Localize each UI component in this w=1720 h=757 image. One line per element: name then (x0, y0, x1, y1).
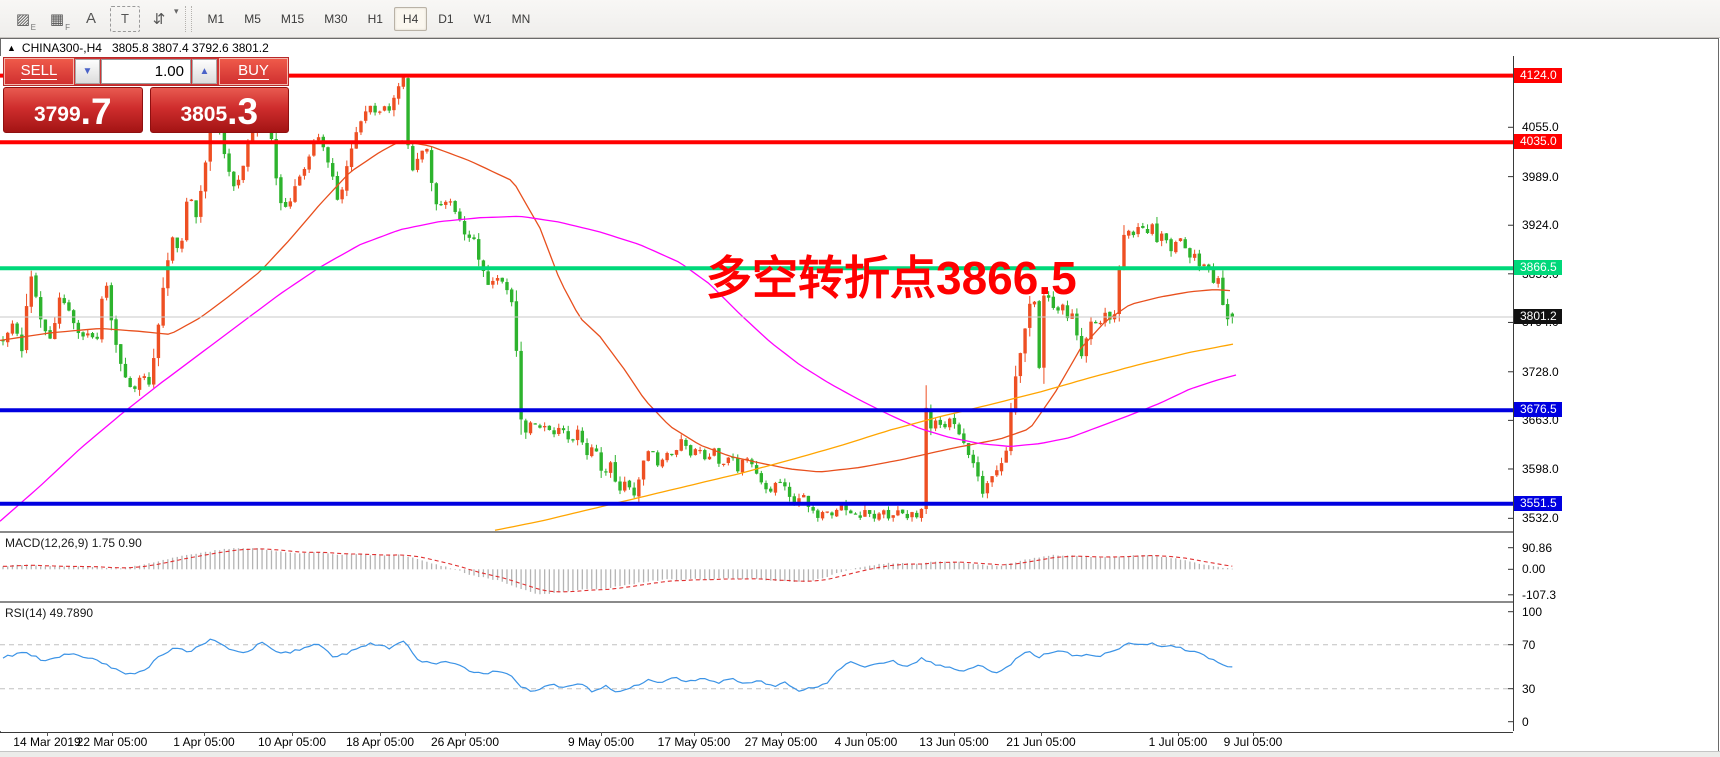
macd-signal-line (3, 548, 1233, 593)
tab-W1[interactable]: W1 (473, 11, 492, 26)
window-bottom-strip (0, 751, 1720, 757)
time-tick-label: 21 Jun 05:00 (1006, 735, 1076, 749)
toolbar-separator (184, 5, 192, 32)
tab-M1[interactable]: M1 (207, 11, 225, 26)
time-tick-mark (47, 732, 48, 736)
time-tick-label: 18 Apr 05:00 (345, 735, 415, 749)
sell-button[interactable]: SELL (4, 58, 74, 85)
time-axis[interactable]: 14 Mar 2019 22 Mar 05:00 1 Apr 05:00 10 Apr… (0, 732, 1513, 751)
time-tick-label: 22 Mar 05:00 (76, 735, 148, 749)
sell-price-panel[interactable]: 3799.7 (3, 87, 143, 133)
time-tick-mark (954, 732, 955, 736)
time-tick-mark (204, 732, 205, 736)
time-tick-mark (1041, 732, 1042, 736)
fibonacci-retracement-icon[interactable]: ▦ F (49, 10, 70, 32)
volume-increase-button[interactable]: ▲ (192, 59, 217, 84)
time-tick-label: 27 May 05:00 (744, 735, 818, 749)
time-tick-mark (601, 732, 602, 736)
macd-pane[interactable] (0, 533, 1513, 601)
chart-title-bar: ▲ CHINA300-,H4 3805.8 3807.4 3792.6 3801… (1, 39, 1718, 56)
buy-price-panel[interactable]: 3805.3 (149, 87, 289, 133)
candles-layer (1, 75, 1235, 522)
indicator-scale-label: 70 (1522, 637, 1536, 652)
tab-H1[interactable]: H1 (367, 11, 383, 26)
top-toolbar: ▨ E ▦ F A T ⇵ ▾ M1 M5 M15 M30 H1 H4 D1 W1 MN (0, 0, 1720, 38)
rsi-line (2, 638, 1233, 693)
ma-slow-line (0, 215, 1237, 522)
price-badge-4124.0: 4124.0 (1514, 67, 1562, 83)
price-badge-3676.5: 3676.5 (1514, 402, 1562, 418)
rsi-indicator-label: RSI(14) 49.7890 (5, 606, 94, 620)
indicator-scale-label: -107.3 (1522, 587, 1557, 602)
time-tick-mark (781, 732, 782, 736)
buy-button[interactable]: BUY (219, 58, 288, 85)
time-tick-mark (866, 732, 867, 736)
volume-input[interactable] (101, 59, 191, 84)
tab-M5[interactable]: M5 (244, 11, 261, 26)
time-tick-label: 4 Jun 05:00 (834, 735, 898, 749)
collapse-chart-icon[interactable]: ▲ (7, 42, 16, 53)
one-click-trading-widget: SELL ▼ ▲ BUY 3799.7 3805.3 (3, 57, 289, 133)
price-badge-4035.0: 4035.0 (1514, 134, 1562, 150)
price-tick-label: 3924.0 (1522, 218, 1559, 233)
equidistant-channel-icon[interactable]: ▨ E (15, 10, 36, 32)
price-badge-3866.5: 3866.5 (1514, 260, 1562, 276)
chart-ohlc-readout: 3805.8 3807.4 3792.6 3801.2 (111, 40, 269, 55)
time-tick-mark (465, 732, 466, 736)
tab-H4[interactable]: H4 (393, 6, 428, 31)
time-tick-mark (1178, 732, 1179, 736)
time-tick-label: 1 Apr 05:00 (173, 735, 235, 749)
volume-decrease-button[interactable]: ▼ (75, 59, 100, 84)
time-tick-mark (292, 732, 293, 736)
time-tick-mark (694, 732, 695, 736)
indicator-scale-label: 0.00 (1522, 562, 1546, 577)
time-tick-label: 9 Jul 05:00 (1223, 735, 1283, 749)
tab-MN[interactable]: MN (511, 11, 531, 26)
chart-annotation-text: 多空转折点3866.5 (706, 252, 1077, 304)
triangle-up-icon: ▲ (199, 66, 210, 77)
ma-fast-line (0, 140, 1231, 473)
time-tick-label: 13 Jun 05:00 (919, 735, 989, 749)
dropdown-caret-icon[interactable]: ▾ (174, 5, 179, 16)
price-axis-line (1513, 56, 1514, 731)
price-tick-label: 3728.0 (1522, 364, 1559, 379)
price-tick-label: 3532.0 (1522, 511, 1559, 526)
indicator-scale-label: 100 (1522, 604, 1543, 619)
price-tick-label: 3989.0 (1522, 169, 1559, 184)
time-tick-label: 14 Mar 2019 (13, 735, 81, 749)
time-tick-mark (1253, 732, 1254, 736)
rsi-pane[interactable] (0, 603, 1513, 731)
tab-D1[interactable]: D1 (438, 11, 454, 26)
tab-M30[interactable]: M30 (324, 11, 348, 26)
arrow-tools-icon[interactable]: ⇵ (152, 10, 166, 28)
macd-histogram (2, 548, 1233, 595)
time-tick-label: 26 Apr 05:00 (430, 735, 500, 749)
text-label-icon[interactable]: T (110, 5, 140, 32)
buy-price: 3805 (180, 103, 228, 126)
pane-separator[interactable] (0, 531, 1513, 533)
time-tick-label: 9 May 05:00 (567, 735, 635, 749)
triangle-down-icon: ▼ (82, 66, 93, 77)
macd-indicator-label: MACD(12,26,9) 1.75 0.90 (5, 536, 142, 550)
time-tick-label: 17 May 05:00 (657, 735, 731, 749)
price-badge-3551.5: 3551.5 (1514, 495, 1562, 511)
price-tick-label: 3598.0 (1522, 461, 1559, 476)
price-axis[interactable]: 4055.03989.03924.03859.03794.03728.03663… (1514, 0, 1720, 757)
price-tick-label: 4055.0 (1522, 120, 1559, 135)
text-annotation-icon[interactable]: A (85, 10, 96, 27)
time-tick-label: 10 Apr 05:00 (257, 735, 327, 749)
indicator-scale-label: 30 (1522, 681, 1536, 696)
chart-symbol-title: CHINA300-,H4 (21, 40, 102, 55)
time-tick-label: 1 Jul 05:00 (1148, 735, 1208, 749)
main-chart-pane[interactable]: 多空转折点3866.5 (0, 56, 1513, 531)
pane-separator[interactable] (0, 601, 1513, 603)
price-badge-3801.2: 3801.2 (1514, 309, 1562, 325)
sell-price: 3799 (33, 103, 81, 126)
tab-M15[interactable]: M15 (280, 11, 305, 26)
time-tick-mark (112, 732, 113, 736)
indicator-scale-label: 90.86 (1522, 540, 1553, 555)
indicator-scale-label: 0 (1522, 714, 1529, 729)
time-tick-mark (380, 732, 381, 736)
